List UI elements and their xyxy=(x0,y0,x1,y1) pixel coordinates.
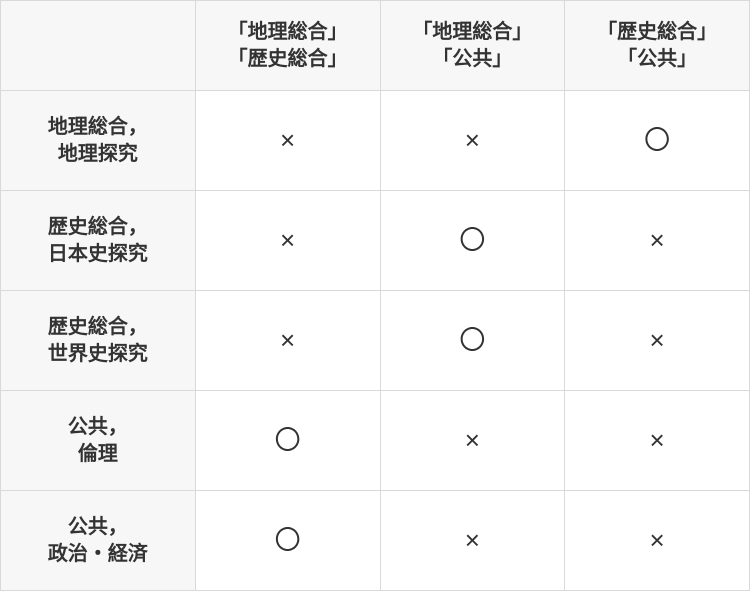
row-4-label2: 倫理 xyxy=(5,441,191,468)
cell-3-3: × xyxy=(565,291,750,391)
row-1-label2: 地理探究 xyxy=(5,141,191,168)
table-row: 歴史総合， 世界史探究 × 〇 × xyxy=(1,291,750,391)
cell-1-2: × xyxy=(380,91,565,191)
cell-1-3: 〇 xyxy=(565,91,750,191)
mark: × xyxy=(650,227,665,253)
cell-2-3: × xyxy=(565,191,750,291)
mark: 〇 xyxy=(275,527,301,553)
col-header-3-line2: 「公共」 xyxy=(569,46,745,73)
mark: 〇 xyxy=(275,427,301,453)
mark: × xyxy=(465,427,480,453)
header-empty xyxy=(1,1,196,91)
cell-5-1: 〇 xyxy=(195,491,380,591)
mark: × xyxy=(650,527,665,553)
subject-combination-table: 「地理総合」 「歴史総合」 「地理総合」 「公共」 「歴史総合」 「公共」 地理… xyxy=(0,0,750,591)
table-body: 地理総合， 地理探究 × × 〇 歴史総合， 日本史探究 × 〇 × 歴史総合， xyxy=(1,91,750,591)
cell-3-1: × xyxy=(195,291,380,391)
row-5-label1: 公共， xyxy=(5,514,191,541)
cell-3-2: 〇 xyxy=(380,291,565,391)
col-header-1: 「地理総合」 「歴史総合」 xyxy=(195,1,380,91)
mark: × xyxy=(465,527,480,553)
table-row: 公共， 政治・経済 〇 × × xyxy=(1,491,750,591)
row-2-label1: 歴史総合， xyxy=(5,214,191,241)
cell-5-2: × xyxy=(380,491,565,591)
table-row: 地理総合， 地理探究 × × 〇 xyxy=(1,91,750,191)
row-4-label1: 公共， xyxy=(5,414,191,441)
col-header-1-line2: 「歴史総合」 xyxy=(200,46,376,73)
cell-2-2: 〇 xyxy=(380,191,565,291)
row-header-3: 歴史総合， 世界史探究 xyxy=(1,291,196,391)
col-header-2-line2: 「公共」 xyxy=(385,46,561,73)
col-header-2-line1: 「地理総合」 xyxy=(385,19,561,46)
col-header-2: 「地理総合」 「公共」 xyxy=(380,1,565,91)
header-row: 「地理総合」 「歴史総合」 「地理総合」 「公共」 「歴史総合」 「公共」 xyxy=(1,1,750,91)
table-container: 「地理総合」 「歴史総合」 「地理総合」 「公共」 「歴史総合」 「公共」 地理… xyxy=(0,0,750,590)
row-3-label1: 歴史総合， xyxy=(5,314,191,341)
mark: × xyxy=(650,327,665,353)
mark: × xyxy=(465,127,480,153)
table-row: 歴史総合， 日本史探究 × 〇 × xyxy=(1,191,750,291)
row-1-label1: 地理総合， xyxy=(5,114,191,141)
table-row: 公共， 倫理 〇 × × xyxy=(1,391,750,491)
col-header-3: 「歴史総合」 「公共」 xyxy=(565,1,750,91)
mark: 〇 xyxy=(459,327,485,353)
mark: 〇 xyxy=(459,227,485,253)
row-2-label2: 日本史探究 xyxy=(5,241,191,268)
mark: 〇 xyxy=(644,127,670,153)
row-header-2: 歴史総合， 日本史探究 xyxy=(1,191,196,291)
col-header-1-line1: 「地理総合」 xyxy=(200,19,376,46)
cell-1-1: × xyxy=(195,91,380,191)
col-header-3-line1: 「歴史総合」 xyxy=(569,19,745,46)
cell-5-3: × xyxy=(565,491,750,591)
mark: × xyxy=(650,427,665,453)
row-5-label2: 政治・経済 xyxy=(5,541,191,568)
row-header-1: 地理総合， 地理探究 xyxy=(1,91,196,191)
row-header-4: 公共， 倫理 xyxy=(1,391,196,491)
row-header-5: 公共， 政治・経済 xyxy=(1,491,196,591)
mark: × xyxy=(280,127,295,153)
cell-4-3: × xyxy=(565,391,750,491)
row-3-label2: 世界史探究 xyxy=(5,341,191,368)
cell-2-1: × xyxy=(195,191,380,291)
mark: × xyxy=(280,327,295,353)
cell-4-1: 〇 xyxy=(195,391,380,491)
cell-4-2: × xyxy=(380,391,565,491)
mark: × xyxy=(280,227,295,253)
